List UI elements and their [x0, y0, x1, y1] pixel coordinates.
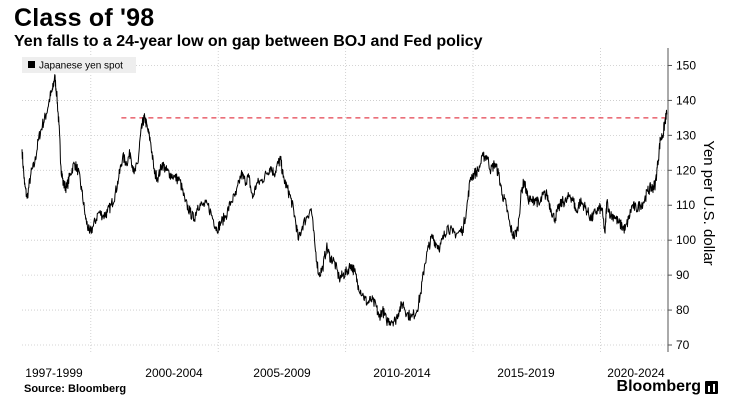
x-tick-label: 1997-1999	[25, 366, 83, 380]
x-tick-label: 2015-2019	[497, 366, 555, 380]
legend-swatch	[28, 61, 35, 68]
y-axis-title: Yen per U.S. dollar	[700, 140, 717, 265]
y-axis: 70 80 90 100 110 120 130 140 150	[667, 48, 696, 352]
y-tick-label: 100	[676, 233, 696, 247]
y-tick-label: 120	[676, 163, 696, 177]
series-group	[21, 74, 668, 327]
y-tick-label: 70	[676, 338, 690, 352]
series-line-japanese-yen-spot	[21, 74, 668, 327]
chart-title: Class of '98	[14, 4, 155, 32]
bar-chart-icon	[705, 380, 718, 394]
y-tick-label: 150	[676, 58, 696, 72]
source-note: Source: Bloomberg	[24, 383, 127, 395]
legend-box	[22, 57, 136, 73]
y-tick-label: 90	[676, 268, 690, 282]
legend: Japanese yen spot	[22, 57, 136, 73]
y-tick-label: 80	[676, 303, 690, 317]
x-tick-label: 2005-2009	[253, 366, 311, 380]
chart-subtitle: Yen falls to a 24-year low on gap betwee…	[14, 33, 483, 50]
x-tick-label: 2020-2024	[607, 366, 665, 380]
x-tick-label: 2010-2014	[373, 366, 431, 380]
y-tick-label: 140	[676, 93, 696, 107]
y-tick-label: 110	[676, 198, 695, 212]
y-tick-label: 130	[676, 128, 696, 142]
x-tick-label: 2000-2004	[145, 366, 203, 380]
x-axis: 1997-1999 2000-2004 2005-2009 2010-2014 2015…	[25, 366, 665, 380]
legend-label: Japanese yen spot	[39, 61, 123, 72]
brand-logo: Bloomberg	[617, 378, 718, 396]
brand-name: Bloomberg	[616, 378, 701, 395]
